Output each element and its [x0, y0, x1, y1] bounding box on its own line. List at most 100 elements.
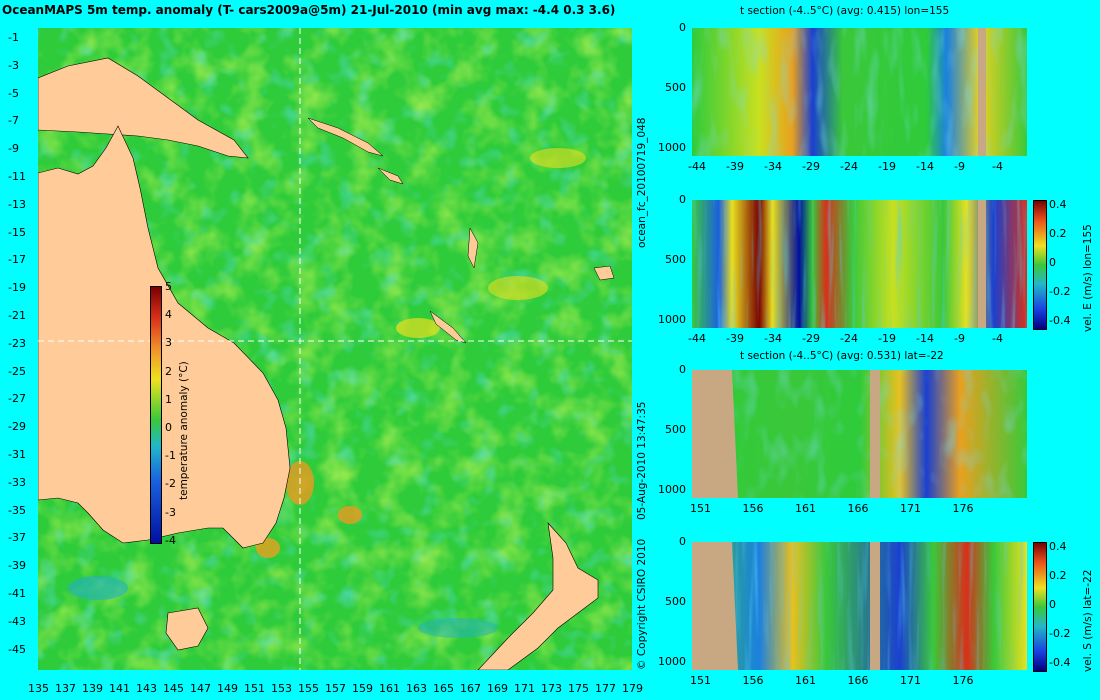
panel-x-tick: -14 — [916, 160, 934, 173]
lat-tick: -3 — [8, 58, 19, 72]
panel-x-tick: -24 — [840, 160, 858, 173]
timestamp-label: 05-Aug-2010 13:47:35 — [636, 401, 648, 520]
lat-tick: -7 — [8, 114, 19, 128]
panel-x-tick: 156 — [742, 502, 764, 515]
lon-tick: 177 — [595, 682, 616, 695]
lat-tick: -41 — [8, 587, 26, 600]
map-title: OceanMAPS 5m temp. anomaly (T- cars2009a… — [2, 3, 616, 17]
panel-y-tick: 500 — [665, 595, 686, 608]
panel-x-tick: -39 — [726, 160, 744, 173]
panel-y-tick: 0 — [679, 21, 686, 34]
lon-tick: 147 — [190, 682, 211, 695]
panel4-colorbar — [1033, 542, 1047, 672]
lat-tick: -15 — [8, 225, 26, 239]
panel-x-tick: -34 — [764, 160, 782, 173]
panel-x-tick: 151 — [690, 502, 711, 515]
lon-tick: 137 — [55, 682, 76, 695]
lon-tick: 139 — [82, 682, 103, 695]
lon-tick: 153 — [271, 682, 292, 695]
panel-y-tick: 1000 — [658, 655, 686, 668]
velocity-south-lat-22[interactable] — [692, 542, 1027, 670]
panel2-colorbar — [1033, 200, 1047, 330]
panel-x-tick: 166 — [847, 674, 869, 687]
lat-tick: -21 — [8, 309, 26, 322]
panel-colorbar-tick: -0.2 — [1049, 627, 1071, 640]
colorbar-tick: 5 — [165, 280, 172, 293]
land-tasmania — [165, 607, 209, 651]
lon-tick: 171 — [514, 682, 535, 695]
panel-x-tick: 161 — [795, 502, 816, 515]
panel-x-tick: -34 — [764, 332, 782, 345]
panel-colorbar-tick: 0 — [1049, 598, 1056, 611]
panel-y-tick: 500 — [665, 253, 686, 266]
colorbar-tick: -2 — [165, 477, 176, 491]
panel-colorbar-tick: -0.4 — [1049, 656, 1071, 669]
map-colorbar — [150, 286, 162, 544]
copyright-label: © Copyright CSIRO 2010 — [636, 538, 648, 670]
lat-tick: -1 — [8, 31, 19, 44]
panel-x-tick: -39 — [726, 332, 744, 345]
colorbar-label: temperature anomaly (°C) — [178, 361, 190, 500]
lat-tick: -19 — [8, 281, 26, 295]
panel-colorbar-tick: 0.4 — [1049, 540, 1067, 553]
panel-x-tick: 161 — [795, 674, 816, 687]
panel-colorbar-tick: -0.2 — [1049, 285, 1071, 298]
lat-tick: -39 — [8, 559, 26, 573]
panel-y-tick: 500 — [665, 423, 686, 436]
panel-y-tick: 0 — [679, 193, 686, 206]
panel2-colorbar-label: vel. E (m/s) lon=155 — [1082, 224, 1094, 332]
lat-tick: -23 — [8, 336, 26, 350]
panel-x-tick: -4 — [992, 332, 1003, 345]
lon-tick: 161 — [379, 682, 400, 695]
panel-x-tick: 176 — [952, 674, 974, 687]
lat-tick: -13 — [8, 197, 26, 211]
panel-colorbar-tick: 0.2 — [1049, 227, 1067, 240]
colorbar-tick: 0 — [165, 421, 172, 434]
lon-tick: 159 — [352, 682, 373, 695]
lat-tick: -33 — [8, 475, 26, 489]
panel-x-tick: 171 — [900, 674, 921, 687]
colorbar-tick: -1 — [165, 449, 176, 463]
lon-tick: 175 — [568, 682, 589, 695]
velocity-east-lon155[interactable] — [692, 200, 1027, 328]
panel-y-tick: 1000 — [658, 141, 686, 154]
colorbar-tick: -4 — [165, 533, 176, 547]
panel-x-tick: -4 — [992, 160, 1003, 173]
panel-y-tick: 1000 — [658, 313, 686, 326]
lon-tick: 149 — [217, 682, 238, 695]
lon-tick: 165 — [433, 682, 454, 695]
lat-tick: -9 — [8, 142, 19, 156]
lon-tick: 151 — [244, 682, 265, 695]
panel-x-tick: -9 — [954, 332, 965, 345]
temperature-anomaly-map[interactable] — [37, 28, 632, 671]
panel-x-tick: 166 — [847, 502, 869, 515]
forecast-id-label: ocean_fc_20100719_048 — [636, 117, 648, 248]
t-section-lon155[interactable] — [692, 28, 1027, 156]
panel-colorbar-tick: 0.4 — [1049, 198, 1067, 211]
panel-x-tick: -19 — [878, 160, 896, 173]
lon-tick: 173 — [541, 682, 562, 695]
panel-x-tick: -29 — [802, 332, 820, 345]
lon-tick: 143 — [136, 682, 157, 695]
lat-tick: -27 — [8, 392, 26, 406]
panel4-colorbar-label: vel. S (m/s) lat=-22 — [1082, 569, 1094, 672]
panel3-title: t section (-4..5°C) (avg: 0.531) lat=-22 — [740, 350, 944, 362]
panel-x-tick: -9 — [954, 160, 965, 173]
lon-tick: 157 — [325, 682, 346, 695]
lat-tick: -25 — [8, 364, 26, 378]
panel-x-tick: 156 — [742, 674, 764, 687]
lon-tick: 163 — [406, 682, 427, 695]
panel-y-tick: 0 — [679, 363, 686, 376]
panel-x-tick: 171 — [900, 502, 921, 515]
panel-y-tick: 500 — [665, 81, 686, 94]
panel-x-tick: -44 — [688, 332, 706, 345]
lat-tick: -29 — [8, 420, 26, 434]
lat-tick: -11 — [8, 170, 26, 183]
colorbar-tick: 1 — [165, 392, 172, 406]
panel1-title: t section (-4..5°C) (avg: 0.415) lon=155 — [740, 5, 950, 17]
t-section-lat-22[interactable] — [692, 370, 1027, 498]
panel-x-tick: -29 — [802, 160, 820, 173]
colorbar-tick: 2 — [165, 364, 172, 378]
colorbar-tick: 3 — [165, 336, 172, 350]
lat-tick: -43 — [8, 614, 26, 628]
